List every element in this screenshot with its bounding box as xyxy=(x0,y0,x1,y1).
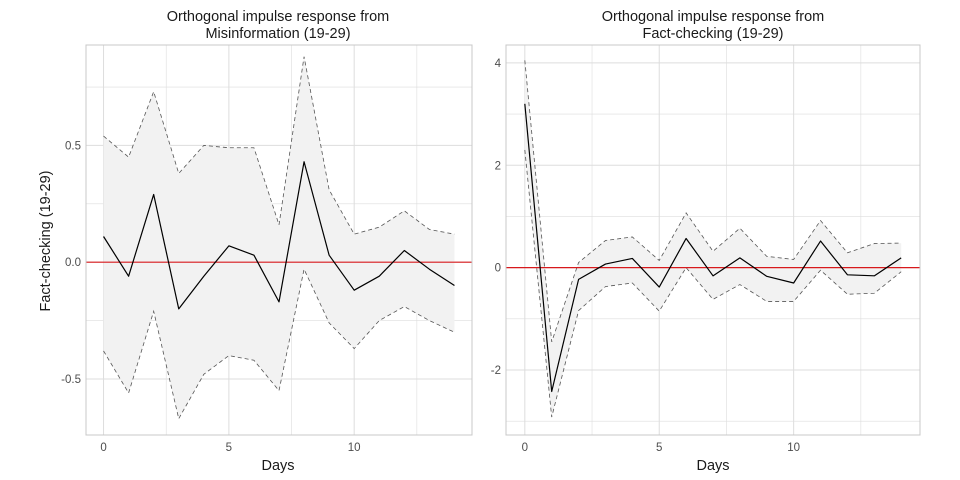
response-point xyxy=(428,268,431,271)
response-line xyxy=(523,102,903,393)
chart-panel-fact-checking: Orthogonal impulse response from Fact-ch… xyxy=(491,9,921,474)
chart-panel-misinformation: Orthogonal impulse response from Misinfo… xyxy=(38,9,473,474)
response-point xyxy=(227,244,230,247)
response-point xyxy=(604,263,607,266)
confidence-band-area xyxy=(103,56,455,419)
response-point xyxy=(403,249,406,252)
response-point xyxy=(152,193,155,196)
lower-bound-line xyxy=(103,267,455,420)
response-point xyxy=(712,274,715,277)
response-point xyxy=(819,240,822,243)
response-point xyxy=(353,289,356,292)
y-tick-label: 0.0 xyxy=(65,257,81,269)
response-point xyxy=(278,300,281,303)
y-tick-label: 0.5 xyxy=(65,140,81,152)
panel-border xyxy=(85,44,473,436)
response-point xyxy=(577,278,580,281)
tick-labels: 0 5 10 -2 0 2 4 xyxy=(491,58,800,454)
confidence-band xyxy=(524,60,902,418)
chart-title-line-1: Orthogonal impulse response from xyxy=(167,9,389,25)
response-point xyxy=(900,256,903,259)
x-tick-label: 0 xyxy=(522,442,528,454)
response-point xyxy=(378,275,381,278)
response-point xyxy=(252,254,255,257)
panel-frame xyxy=(505,44,921,436)
upper-bound-line xyxy=(103,56,455,235)
response-point xyxy=(102,235,105,238)
panel-frame xyxy=(85,44,473,436)
chart-title-line-1: Orthogonal impulse response from xyxy=(602,9,824,25)
impulse-response-line xyxy=(524,103,902,393)
response-point xyxy=(202,275,205,278)
y-tick-label: -2 xyxy=(491,365,501,377)
confidence-band xyxy=(103,56,455,420)
x-tick-label: 0 xyxy=(100,442,106,454)
x-tick-label: 5 xyxy=(656,442,662,454)
chart-title-line-2: Fact-checking (19-29) xyxy=(642,26,783,42)
response-point xyxy=(453,284,456,287)
y-tick-label: 0 xyxy=(495,263,501,275)
response-point xyxy=(550,390,553,393)
response-point xyxy=(658,286,661,289)
panel-border xyxy=(505,44,921,436)
y-tick-label: -0.5 xyxy=(61,374,81,386)
y-tick-label: 4 xyxy=(495,58,502,70)
x-axis-title: Days xyxy=(696,458,729,474)
y-tick-label: 2 xyxy=(495,160,501,172)
response-point xyxy=(738,256,741,259)
x-tick-label: 10 xyxy=(348,442,361,454)
response-point xyxy=(328,254,331,257)
response-point xyxy=(765,275,768,278)
y-axis-title: Fact-checking (19-29) xyxy=(38,170,54,311)
response-point xyxy=(792,281,795,284)
response-point xyxy=(523,102,526,105)
chart-title-line-2: Misinformation (19-29) xyxy=(205,26,350,42)
upper-bound-line xyxy=(524,60,902,342)
response-point xyxy=(127,275,130,278)
response-point xyxy=(631,257,634,260)
confidence-band-area xyxy=(524,60,902,418)
response-point xyxy=(873,274,876,277)
response-point xyxy=(303,160,306,163)
response-point xyxy=(846,273,849,276)
response-point xyxy=(685,237,688,240)
x-axis-title: Days xyxy=(261,458,294,474)
response-line xyxy=(102,160,456,310)
x-tick-label: 5 xyxy=(226,442,232,454)
x-tick-label: 10 xyxy=(787,442,800,454)
response-point xyxy=(177,307,180,310)
impulse-response-line xyxy=(103,161,455,310)
tick-labels: 0 5 10 -0.5 0.0 0.5 xyxy=(61,140,360,454)
